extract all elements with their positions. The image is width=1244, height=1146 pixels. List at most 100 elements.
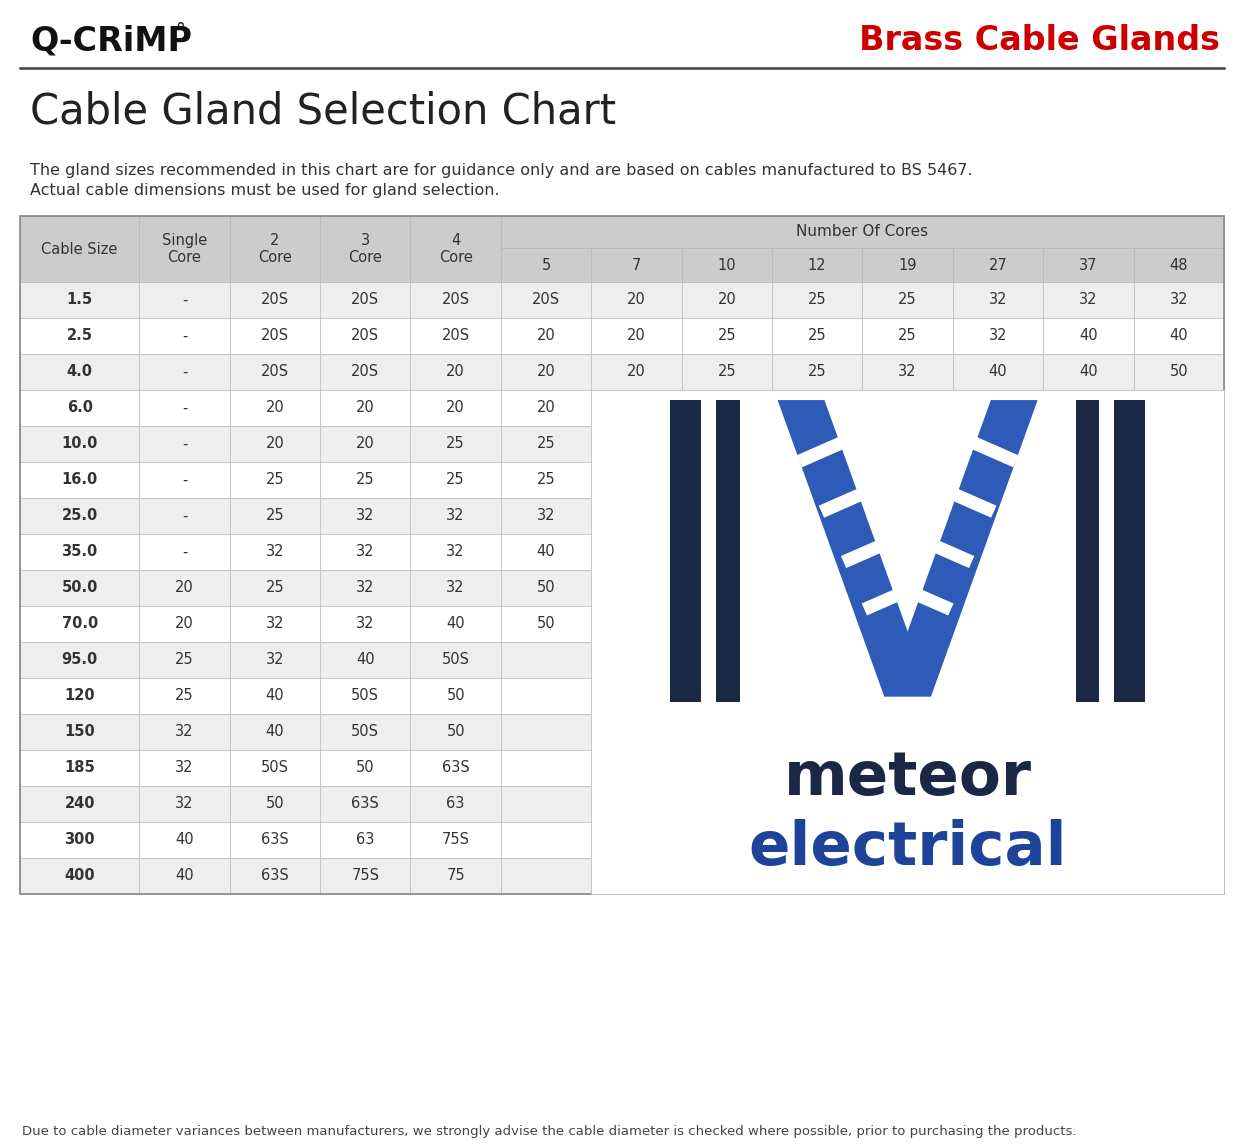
Bar (862, 606, 953, 642)
Bar (773, 822, 862, 858)
Text: 20: 20 (627, 329, 646, 344)
Polygon shape (939, 484, 996, 518)
Bar (230, 642, 320, 678)
Text: 32: 32 (989, 329, 1008, 344)
Bar (1044, 749, 1133, 786)
Text: 2.5: 2.5 (67, 329, 92, 344)
Bar (320, 642, 411, 678)
Bar (230, 858, 320, 894)
Bar (1044, 714, 1133, 749)
Bar (139, 570, 230, 606)
Bar (411, 678, 501, 714)
Bar (591, 534, 682, 570)
Bar (682, 678, 773, 714)
Text: 16.0: 16.0 (61, 472, 98, 487)
Bar (411, 499, 501, 534)
Text: 20: 20 (175, 617, 194, 631)
Bar (682, 462, 773, 499)
Bar (230, 714, 320, 749)
Bar (682, 606, 773, 642)
Bar (1133, 248, 1224, 282)
Bar (20, 462, 139, 499)
Text: 400: 400 (65, 869, 95, 884)
Bar (501, 282, 591, 317)
Bar (1044, 570, 1133, 606)
Bar (591, 390, 1224, 894)
Bar (1044, 426, 1133, 462)
Text: 32: 32 (175, 796, 194, 811)
Bar (320, 858, 411, 894)
Text: 50: 50 (265, 796, 284, 811)
Text: 6.0: 6.0 (67, 400, 92, 416)
Bar (591, 822, 682, 858)
Bar (501, 822, 591, 858)
Bar (139, 390, 230, 426)
Bar (20, 499, 139, 534)
Bar (20, 390, 139, 426)
Text: 32: 32 (989, 292, 1008, 307)
Text: 50: 50 (536, 581, 555, 596)
Text: 32: 32 (537, 509, 555, 524)
Text: Brass Cable Glands: Brass Cable Glands (860, 24, 1220, 57)
Text: 20: 20 (627, 292, 646, 307)
Bar (682, 248, 773, 282)
Bar (862, 786, 953, 822)
Text: The gland sizes recommended in this chart are for guidance only and are based on: The gland sizes recommended in this char… (30, 164, 973, 179)
Bar (320, 390, 411, 426)
Bar (773, 606, 862, 642)
Bar (501, 678, 591, 714)
Bar (411, 390, 501, 426)
Bar (591, 390, 682, 426)
Text: 32: 32 (1079, 292, 1097, 307)
Text: 48: 48 (1169, 258, 1188, 273)
Bar (320, 570, 411, 606)
Bar (773, 426, 862, 462)
Text: 25: 25 (356, 472, 374, 487)
Bar (591, 570, 682, 606)
Text: 25: 25 (447, 472, 465, 487)
Bar (320, 749, 411, 786)
Bar (591, 426, 682, 462)
Text: 20: 20 (536, 329, 555, 344)
Bar (773, 248, 862, 282)
Bar (411, 749, 501, 786)
Bar (773, 354, 862, 390)
Bar (230, 606, 320, 642)
Bar (139, 499, 230, 534)
Bar (682, 354, 773, 390)
Text: 37: 37 (1079, 258, 1097, 273)
Bar (1044, 822, 1133, 858)
Bar (773, 786, 862, 822)
Bar (411, 606, 501, 642)
Bar (1133, 714, 1224, 749)
Text: 50: 50 (447, 724, 465, 739)
Text: 4
Core: 4 Core (439, 233, 473, 265)
Text: 27: 27 (989, 258, 1008, 273)
Bar (501, 534, 591, 570)
Text: 20: 20 (627, 364, 646, 379)
Bar (411, 570, 501, 606)
Text: 20: 20 (536, 364, 555, 379)
Bar (682, 317, 773, 354)
Bar (682, 822, 773, 858)
Bar (773, 678, 862, 714)
Text: 25: 25 (265, 509, 284, 524)
Text: 20S: 20S (442, 292, 470, 307)
Bar (591, 858, 682, 894)
Bar (591, 317, 682, 354)
Bar (773, 570, 862, 606)
Polygon shape (897, 581, 953, 615)
Bar (139, 317, 230, 354)
Text: 25: 25 (536, 437, 555, 452)
Bar (773, 534, 862, 570)
Bar (862, 858, 953, 894)
Text: 20: 20 (175, 581, 194, 596)
Bar (320, 714, 411, 749)
Bar (671, 400, 702, 702)
Bar (411, 282, 501, 317)
Bar (682, 642, 773, 678)
Text: 50: 50 (447, 689, 465, 704)
Bar (862, 390, 953, 426)
Bar (20, 714, 139, 749)
Text: electrical: electrical (749, 819, 1067, 878)
